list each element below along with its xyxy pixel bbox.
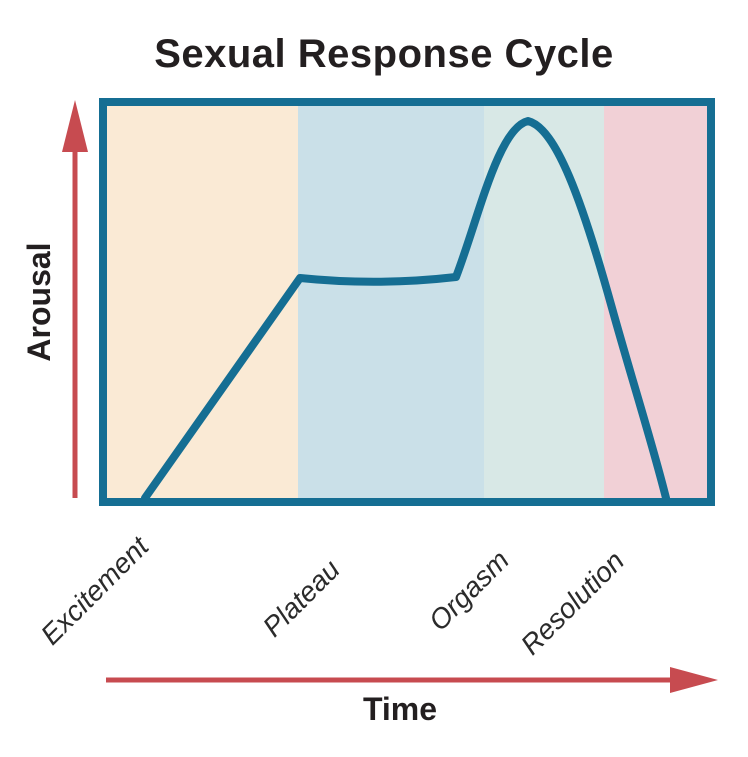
x-axis-arrow-head-icon bbox=[670, 667, 718, 693]
band-orgasm bbox=[484, 103, 604, 501]
x-axis-label: Time bbox=[362, 691, 438, 727]
chart-title: Sexual Response Cycle bbox=[154, 32, 614, 76]
band-resolution bbox=[604, 103, 711, 501]
y-axis-label: Arousal bbox=[21, 242, 57, 362]
plot-border bbox=[99, 98, 715, 506]
y-axis-arrow-head-icon bbox=[62, 100, 88, 152]
arousal-curve bbox=[141, 117, 670, 502]
band-plateau bbox=[298, 103, 484, 501]
band-excitement bbox=[103, 103, 298, 501]
